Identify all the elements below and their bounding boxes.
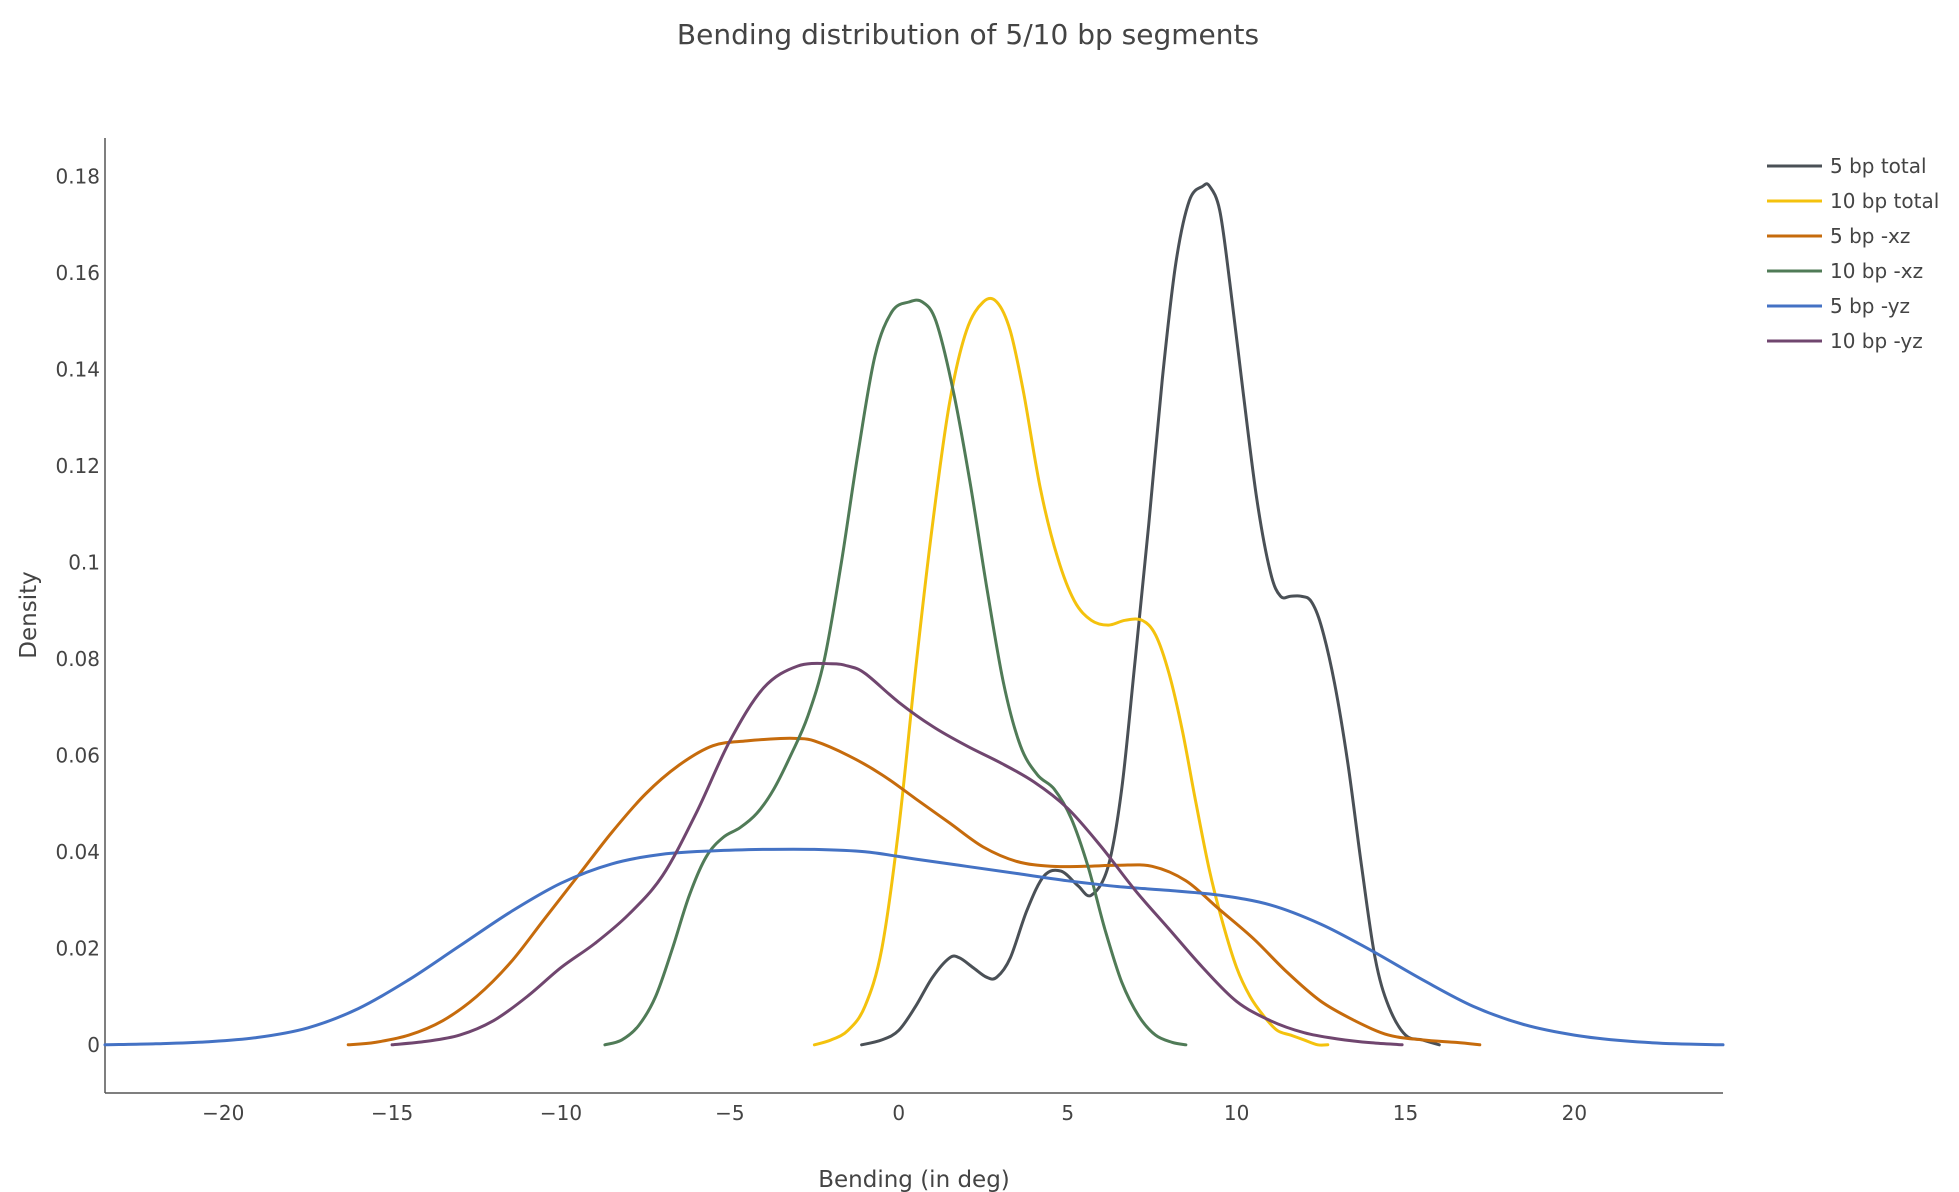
x-tick-label: −20 bbox=[202, 1101, 244, 1125]
x-ticks: −20 −15 −10 −5 0 5 10 15 20 bbox=[202, 1101, 1587, 1125]
legend-label: 10 bp -xz bbox=[1830, 259, 1923, 283]
chart-title: Bending distribution of 5/10 bp segments bbox=[677, 18, 1259, 51]
series-line-1 bbox=[860, 182, 1441, 1047]
legend-label: 5 bp -yz bbox=[1830, 294, 1910, 318]
series-line-2 bbox=[812, 296, 1330, 1047]
x-tick-label: 0 bbox=[892, 1101, 905, 1125]
y-tick-label: 0.18 bbox=[55, 165, 100, 189]
y-tick-label: 0.04 bbox=[55, 840, 100, 864]
series-lines bbox=[103, 182, 1725, 1047]
legend-label: 5 bp -xz bbox=[1830, 224, 1910, 248]
y-tick-label: 0.14 bbox=[55, 358, 100, 382]
x-tick-label: −10 bbox=[540, 1101, 582, 1125]
x-tick-label: 15 bbox=[1393, 1101, 1418, 1125]
series-line-6 bbox=[390, 661, 1404, 1047]
series-line-4 bbox=[603, 298, 1188, 1047]
x-tick-label: 5 bbox=[1061, 1101, 1074, 1125]
y-tick-label: 0.06 bbox=[55, 743, 100, 767]
y-tick-label: 0 bbox=[87, 1033, 100, 1057]
y-ticks: 0 0.02 0.04 0.06 0.08 0.1 0.12 0.14 0.16 0.18 bbox=[55, 165, 100, 1057]
y-tick-label: 0.08 bbox=[55, 647, 100, 671]
x-axis-title: Bending (in deg) bbox=[818, 1167, 1010, 1192]
x-tick-label: 10 bbox=[1224, 1101, 1249, 1125]
legend: 5 bp total 10 bp total 5 bp -xz 10 bp -xz 5 … bbox=[1767, 154, 1939, 353]
y-tick-label: 0.12 bbox=[55, 454, 100, 478]
plot-area: 0 0.02 0.04 0.06 0.08 0.1 0.12 0.14 0.16 0.18 −20… bbox=[55, 138, 1725, 1125]
x-tick-label: −15 bbox=[371, 1101, 413, 1125]
y-tick-label: 0.16 bbox=[55, 261, 100, 285]
series-line-5 bbox=[103, 847, 1725, 1047]
legend-label: 10 bp total bbox=[1830, 189, 1939, 213]
y-axis-title: Density bbox=[16, 571, 42, 658]
series-line-3 bbox=[346, 736, 1482, 1047]
y-tick-label: 0.02 bbox=[55, 936, 100, 960]
x-tick-label: −5 bbox=[715, 1101, 744, 1125]
x-tick-label: 20 bbox=[1562, 1101, 1587, 1125]
legend-label: 10 bp -yz bbox=[1830, 329, 1923, 353]
y-tick-label: 0.1 bbox=[68, 550, 100, 574]
legend-label: 5 bp total bbox=[1830, 154, 1927, 178]
